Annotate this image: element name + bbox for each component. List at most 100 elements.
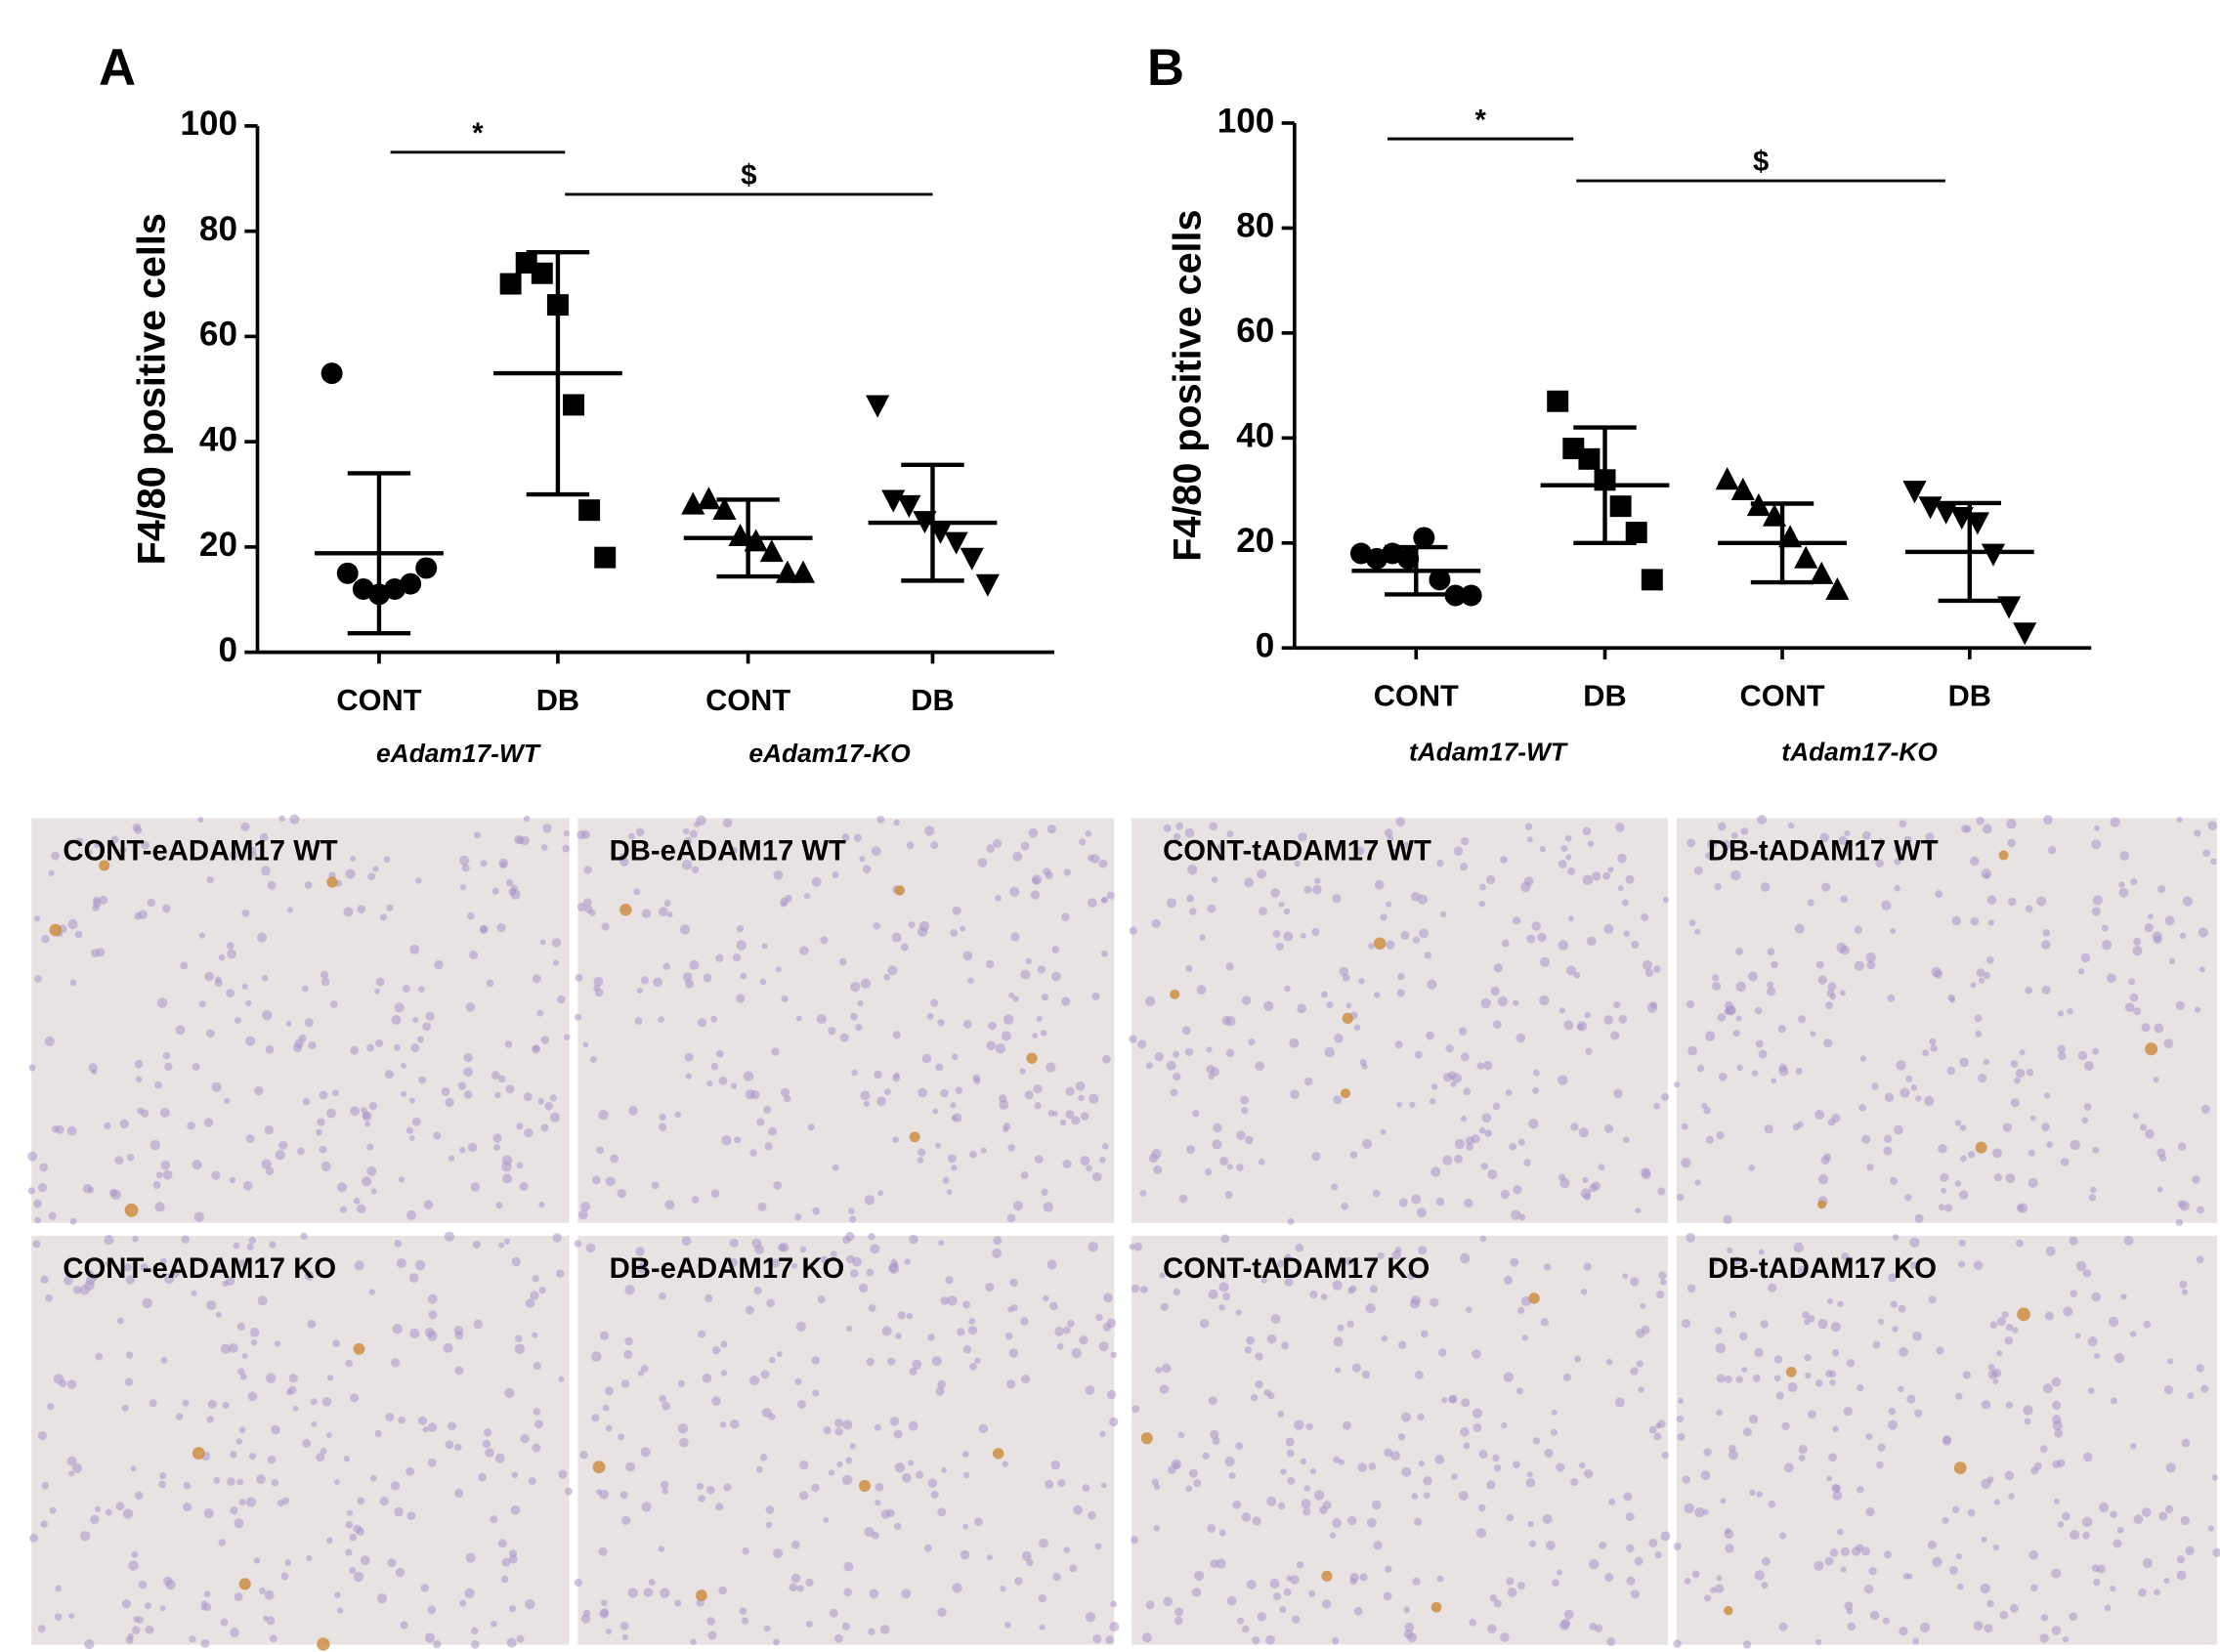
nucleus [580, 1614, 591, 1624]
data-point [1460, 584, 1482, 607]
nucleus [2026, 1068, 2034, 1077]
nucleus [125, 1351, 134, 1359]
nucleus [1603, 1123, 1614, 1133]
nucleus [1052, 1572, 1061, 1582]
nucleus [1395, 817, 1406, 826]
nucleus [881, 1326, 892, 1336]
nucleus [1824, 1000, 1834, 1010]
nucleus [1854, 960, 1864, 971]
nucleus [1987, 1370, 1998, 1379]
nucleus [1983, 1058, 1989, 1066]
nucleus [930, 998, 939, 1007]
nucleus [197, 817, 204, 824]
nucleus [1252, 1635, 1260, 1645]
nucleus [1151, 918, 1161, 928]
nucleus [1472, 1408, 1482, 1419]
nucleus [1532, 1437, 1541, 1445]
nucleus [54, 1613, 63, 1621]
nucleus [1642, 959, 1652, 970]
nucleus [320, 970, 329, 979]
nucleus [734, 1136, 742, 1144]
nucleus [1894, 885, 1900, 892]
nucleus [2093, 1352, 2101, 1360]
nucleus [239, 1373, 247, 1380]
data-point [1547, 390, 1569, 412]
nucleus [121, 1404, 129, 1412]
group-label: tAdam17-KO [1781, 738, 1938, 767]
nucleus [259, 832, 269, 842]
nucleus [2129, 1331, 2137, 1337]
nucleus [908, 1460, 915, 1466]
nucleus [491, 1071, 500, 1080]
nucleus [27, 1187, 35, 1195]
nucleus [1558, 1007, 1566, 1014]
nucleus [937, 1019, 945, 1027]
nucleus [1343, 1420, 1351, 1430]
nucleus [1962, 1371, 1972, 1379]
nucleus [126, 1153, 135, 1162]
nucleus [1286, 1449, 1295, 1458]
micrograph-label: DB-eADAM17 WT [610, 835, 846, 867]
nucleus [1309, 1290, 1318, 1299]
nucleus [434, 959, 444, 970]
nucleus [873, 922, 880, 930]
nucleus [224, 1097, 231, 1105]
nucleus [640, 1447, 651, 1458]
significance-label: * [1474, 105, 1486, 136]
nucleus [917, 1157, 924, 1164]
nucleus [1186, 894, 1194, 903]
micrograph-label: DB-tADAM17 WT [1708, 835, 1939, 867]
stained-cell [49, 923, 63, 937]
nucleus [226, 989, 235, 997]
nucleus [175, 1025, 186, 1036]
nucleus [1592, 871, 1601, 881]
nucleus [1258, 1158, 1265, 1165]
nucleus [241, 1352, 248, 1359]
nucleus [1051, 971, 1061, 982]
nucleus [619, 1491, 628, 1500]
nucleus [1807, 1314, 1815, 1323]
x-tick-label: DB [911, 683, 954, 717]
nucleus [1478, 1126, 1486, 1134]
nucleus [2196, 1255, 2204, 1264]
nucleus [2104, 1604, 2112, 1612]
nucleus [918, 1148, 926, 1157]
nucleus [1758, 1249, 1765, 1255]
nucleus [1209, 822, 1218, 831]
nucleus [1424, 952, 1432, 959]
nucleus [628, 832, 635, 840]
nucleus [459, 855, 470, 866]
nucleus [2133, 1514, 2144, 1525]
nucleus [904, 1258, 911, 1265]
micrograph [577, 818, 1115, 1223]
nucleus [2080, 953, 2091, 963]
nucleus [1954, 1120, 1962, 1126]
nucleus [1349, 1151, 1358, 1160]
nucleus [1959, 1057, 1969, 1068]
nucleus [759, 978, 767, 986]
nucleus [509, 1549, 518, 1558]
nucleus [1517, 1138, 1525, 1146]
nucleus [2036, 896, 2047, 907]
nucleus [909, 1234, 918, 1245]
nucleus [1465, 1136, 1474, 1146]
nucleus [875, 1500, 881, 1506]
nucleus [773, 1180, 783, 1190]
y-tick-label: 40 [1236, 417, 1274, 455]
nucleus [325, 1537, 333, 1545]
nucleus [563, 829, 570, 837]
nucleus [2025, 986, 2033, 995]
nucleus [2130, 877, 2138, 886]
nucleus [1003, 1126, 1009, 1133]
nucleus [1051, 946, 1060, 953]
nucleus [812, 1207, 821, 1215]
nucleus [234, 1592, 243, 1602]
nucleus [558, 1469, 568, 1479]
nucleus [1794, 923, 1805, 934]
nucleus [1151, 1478, 1160, 1486]
nucleus [1512, 916, 1521, 925]
nucleus [523, 1092, 533, 1102]
nucleus [508, 887, 517, 897]
nucleus [761, 943, 768, 950]
nucleus [95, 1352, 103, 1361]
